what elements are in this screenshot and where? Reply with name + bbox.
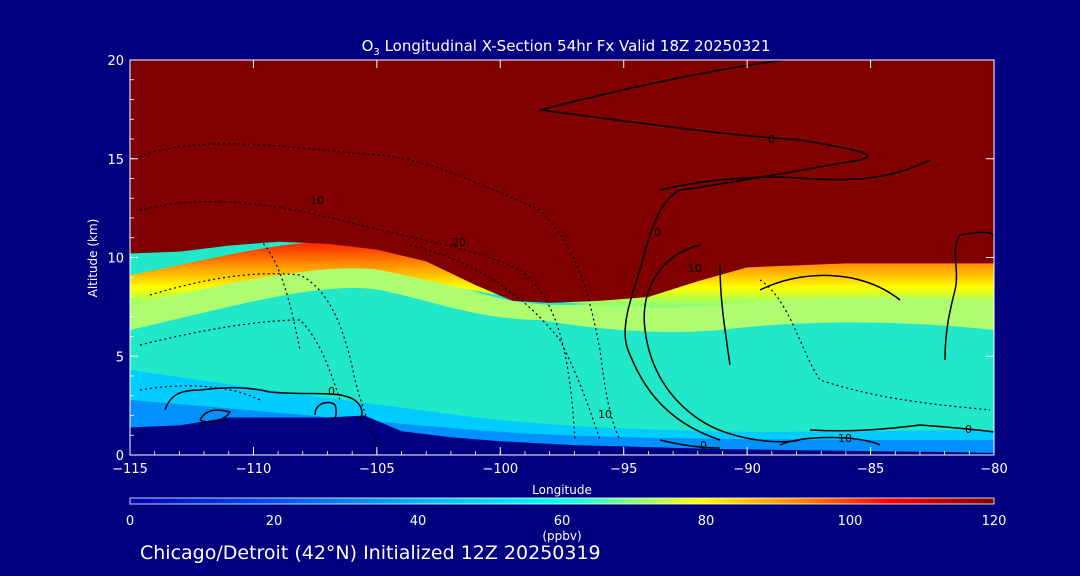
y-axis-label: Altitude (km) (86, 219, 100, 298)
y-axis: 0 5 10 15 20 (107, 54, 994, 464)
x-tick-label: −90 (733, 462, 760, 477)
y-tick-label: 0 (116, 449, 124, 464)
colorbar-tick-label: 100 (838, 514, 863, 529)
stratosphere-region (130, 60, 994, 303)
contour-label: 20 (452, 236, 466, 249)
colorbar-tick-label: 0 (126, 514, 134, 529)
chart-title: O3 Longitudinal X-Section 54hr Fx Valid … (362, 37, 771, 58)
contour-label: 0 (965, 423, 972, 436)
contour-label: 10 (688, 262, 702, 275)
figure-caption: Chicago/Detroit (42°N) Initialized 12Z 2… (140, 542, 601, 564)
contour-label: 0 (768, 133, 775, 146)
x-tick-label: −95 (610, 462, 637, 477)
solid-contours (164, 60, 994, 449)
x-axis: −115 −110 −105 −100 −95 −90 −85 −80 (112, 60, 1008, 477)
x-tick-label: −100 (482, 462, 518, 477)
x-axis-label: Longitude (532, 483, 592, 497)
contour-label: 0 (654, 226, 661, 239)
colorbar-tick-label: 60 (554, 514, 571, 529)
x-tick-label: −110 (236, 462, 272, 477)
plot-area: 10 20 10 0 10 0 0 0 10 0 (130, 60, 994, 455)
colorbar-tick-label: 20 (266, 514, 283, 529)
terrain (130, 415, 994, 455)
contour-label: 10 (598, 408, 612, 421)
y-tick-label: 10 (107, 252, 124, 267)
colorbar-unit-label: (ppbv) (542, 529, 581, 543)
x-tick-label: −85 (857, 462, 884, 477)
y-tick-label: 20 (107, 54, 124, 69)
contour-label: 10 (310, 194, 324, 207)
y-tick-label: 5 (116, 350, 124, 365)
dotted-contours (130, 143, 991, 451)
x-tick-label: −115 (112, 462, 148, 477)
y-tick-label: 15 (107, 153, 124, 168)
contour-label: 10 (838, 432, 852, 445)
contour-label-group: 10 20 10 0 10 0 0 0 10 0 (310, 133, 972, 452)
colorbar-tick-label: 120 (982, 514, 1007, 529)
colorbar-tick-label: 40 (410, 514, 427, 529)
colorbar (129, 497, 995, 505)
contour-label: 0 (328, 385, 335, 398)
x-tick-label: −80 (980, 462, 1007, 477)
colorbar-ticks: 0 20 40 60 80 100 120 (126, 514, 1007, 529)
x-tick-label: −105 (359, 462, 395, 477)
colorbar-tick-label: 80 (698, 514, 715, 529)
contour-label: 0 (700, 439, 707, 452)
